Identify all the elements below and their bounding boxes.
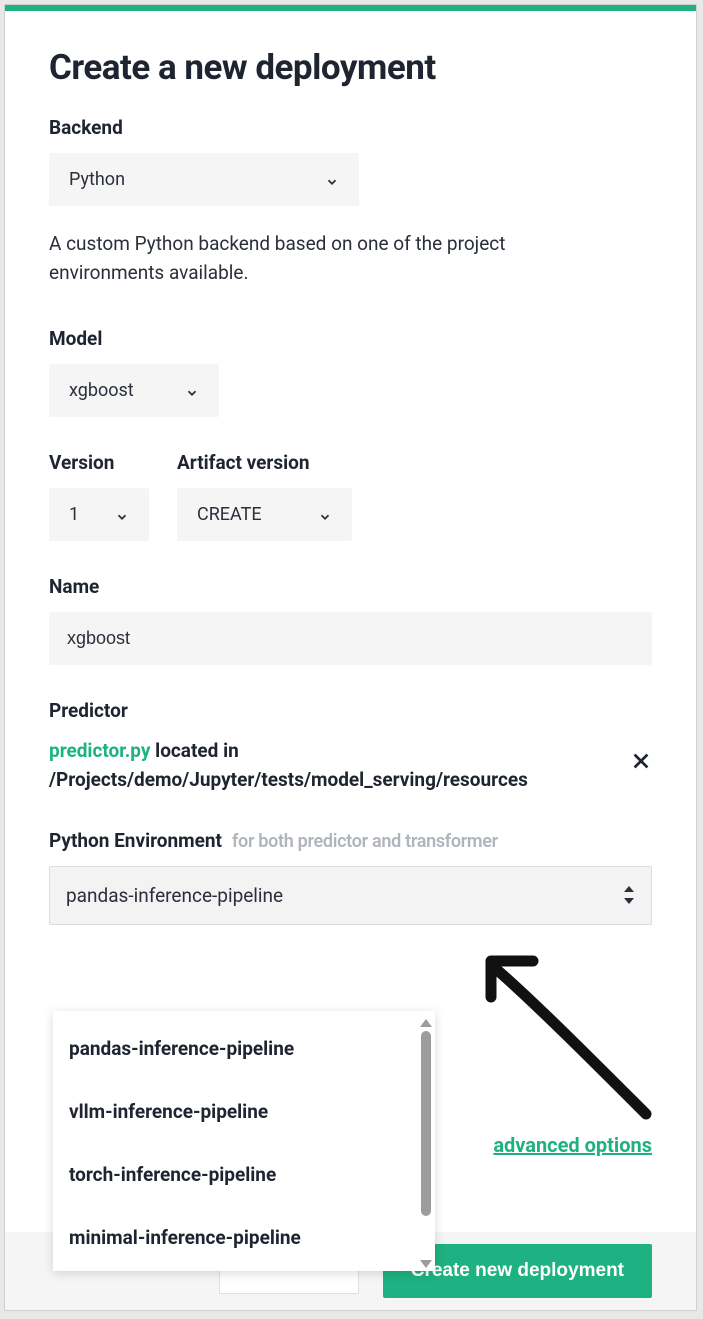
artifact-version-select[interactable]: CREATE [177, 488, 352, 541]
artifact-version-section: Artifact version CREATE [177, 451, 352, 541]
python-env-section: Python Environment for both predictor an… [49, 829, 652, 925]
scroll-thumb[interactable] [421, 1031, 431, 1216]
python-env-hint: for both predictor and transformer [232, 831, 498, 852]
chevron-down-icon [185, 384, 199, 398]
python-env-dropdown: pandas-inference-pipeline vllm-inference… [53, 1011, 435, 1271]
name-label: Name [49, 575, 652, 598]
page-title: Create a new deployment [49, 47, 652, 88]
version-label: Version [49, 451, 149, 474]
dropdown-item[interactable]: torch-inference-pipeline [53, 1143, 435, 1206]
version-select-value: 1 [69, 504, 79, 525]
backend-select[interactable]: Python [49, 153, 359, 206]
chevron-down-icon [318, 508, 332, 522]
scroll-up-arrow-icon [420, 1019, 432, 1027]
backend-label: Backend [49, 116, 652, 139]
predictor-file-link[interactable]: predictor.py [49, 739, 150, 762]
python-env-label: Python Environment [49, 829, 222, 852]
python-env-select[interactable]: pandas-inference-pipeline [49, 866, 652, 925]
artifact-version-label: Artifact version [177, 451, 352, 474]
predictor-label: Predictor [49, 699, 652, 722]
chevron-down-icon [325, 173, 339, 187]
backend-select-value: Python [69, 169, 125, 190]
name-input[interactable] [49, 612, 652, 665]
predictor-row: predictor.py located in /Projects/demo/J… [49, 736, 652, 795]
annotation-arrow [471, 949, 671, 1139]
dropdown-item[interactable]: vllm-inference-pipeline [53, 1080, 435, 1143]
version-row: Version 1 Artifact version CREATE [49, 451, 652, 541]
artifact-version-select-value: CREATE [197, 504, 262, 525]
dropdown-item[interactable]: pandas-inference-pipeline [53, 1017, 435, 1080]
name-section: Name [49, 575, 652, 665]
deployment-form-panel: Create a new deployment Backend Python A… [4, 4, 697, 1311]
form-content: Create a new deployment Backend Python A… [5, 11, 696, 925]
version-section: Version 1 [49, 451, 149, 541]
scroll-down-arrow-icon [420, 1260, 432, 1268]
dropdown-scrollbar[interactable] [419, 1019, 433, 1263]
model-select[interactable]: xgboost [49, 364, 219, 417]
chevron-down-icon [115, 508, 129, 522]
backend-section: Backend Python A custom Python backend b… [49, 116, 652, 287]
python-env-label-row: Python Environment for both predictor an… [49, 829, 652, 852]
close-icon[interactable] [630, 750, 652, 772]
python-env-select-value: pandas-inference-pipeline [66, 884, 283, 907]
backend-description: A custom Python backend based on one of … [49, 230, 609, 287]
updown-icon [623, 886, 635, 904]
advanced-options-link[interactable]: advanced options [493, 1133, 652, 1157]
model-label: Model [49, 327, 652, 350]
predictor-text: predictor.py located in /Projects/demo/J… [49, 736, 589, 795]
version-select[interactable]: 1 [49, 488, 149, 541]
predictor-section: Predictor predictor.py located in /Proje… [49, 699, 652, 795]
model-section: Model xgboost [49, 327, 652, 417]
model-select-value: xgboost [69, 380, 134, 401]
dropdown-item[interactable]: minimal-inference-pipeline [53, 1206, 435, 1269]
